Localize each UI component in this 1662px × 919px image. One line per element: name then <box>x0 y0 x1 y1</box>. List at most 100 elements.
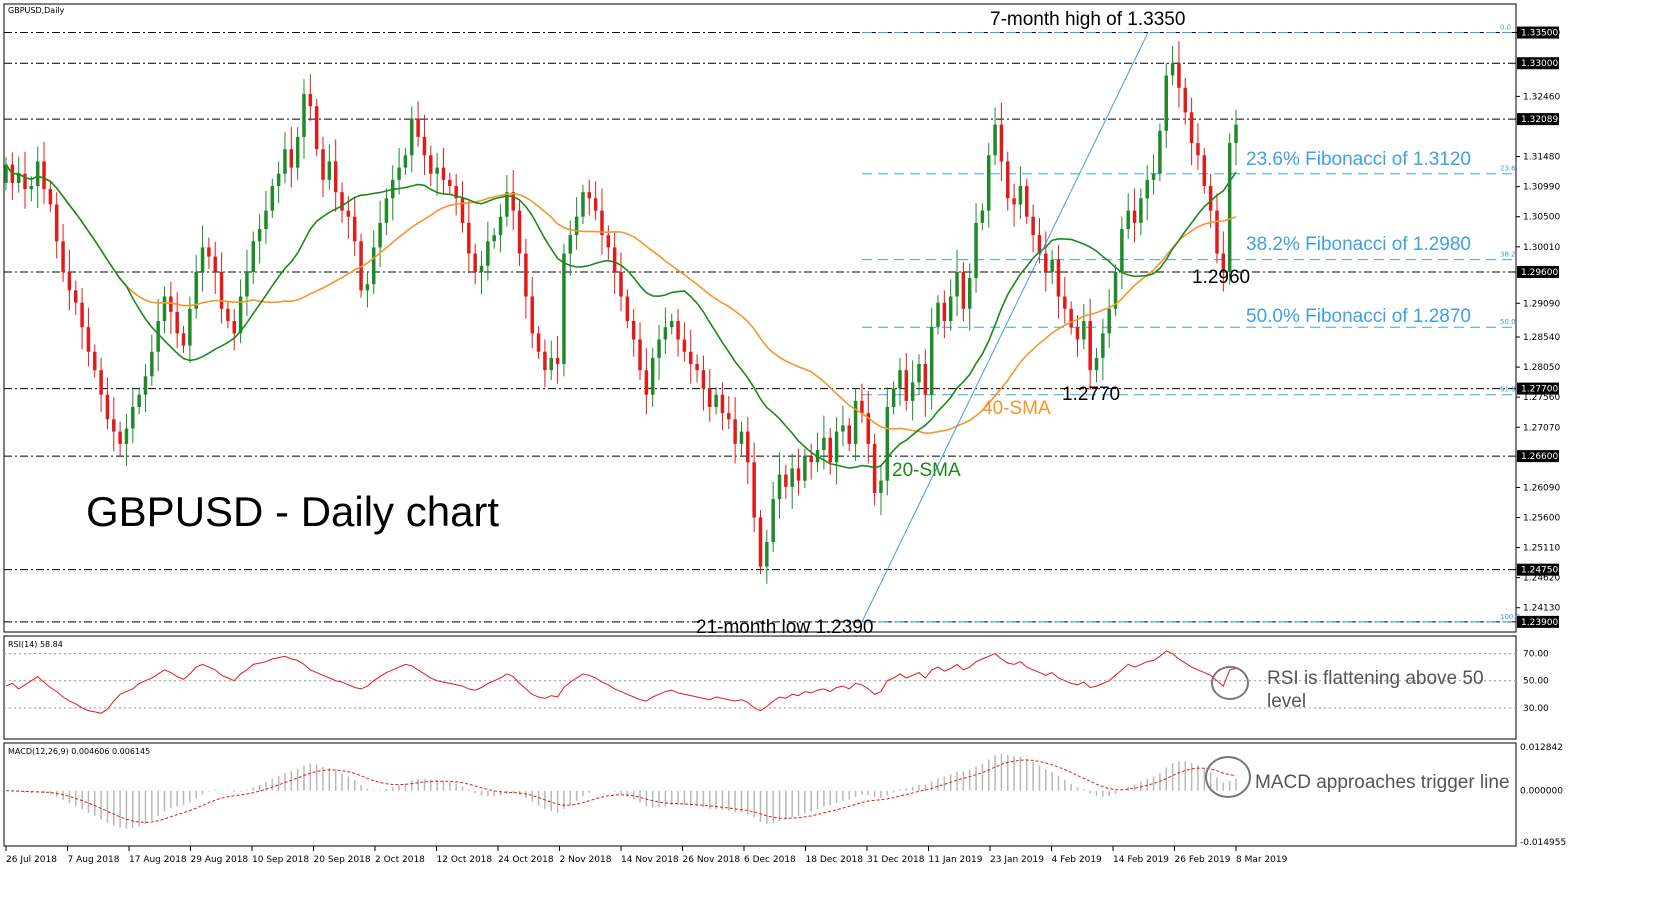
candle-body <box>581 192 585 217</box>
date-tick-label: 26 Feb 2019 <box>1175 855 1231 865</box>
candle-body <box>663 327 668 340</box>
candle-body <box>866 413 871 444</box>
candle-body <box>207 247 211 257</box>
macd-highlight-circle <box>1205 756 1251 798</box>
candle-body <box>1107 308 1111 334</box>
candle-body <box>460 198 465 223</box>
price-level-tag <box>1517 382 1559 395</box>
candle-body <box>213 256 217 272</box>
candle-body <box>612 247 617 272</box>
candle-body <box>536 333 541 352</box>
candle-body <box>473 253 477 272</box>
candle-body <box>4 164 8 183</box>
candle-body <box>1050 259 1054 272</box>
rsi-annotation-line1: RSI is flattening above 50 <box>1267 668 1484 689</box>
price-tick-label: 1.30500 <box>1523 213 1560 223</box>
candle-body <box>847 425 851 444</box>
candle-body <box>669 321 674 328</box>
candle-body <box>993 124 997 156</box>
candle-body <box>99 370 103 395</box>
candle-body <box>1088 321 1092 371</box>
candle-body <box>1158 130 1162 174</box>
candle-body <box>739 431 744 444</box>
candle-body <box>631 321 636 340</box>
rsi-tick-label: 30.00 <box>1523 704 1549 714</box>
candle-body <box>435 167 439 174</box>
candle-body <box>708 388 712 408</box>
date-tick-label: 26 Jul 2018 <box>6 855 57 865</box>
price-level-tag <box>1517 265 1559 278</box>
price-tick-label: 1.25600 <box>1523 514 1560 524</box>
candle-body <box>1082 321 1086 340</box>
candle-body <box>1234 124 1238 144</box>
candle-body <box>879 480 883 493</box>
candle-body <box>1189 112 1194 144</box>
price-level-tag-text: 1.27700 <box>1521 385 1558 395</box>
candle-body <box>378 222 382 248</box>
fibonacci-lines: 0.0 23.6 38.2 50.0 61.8 100.0 <box>862 24 1520 623</box>
candle-body <box>429 155 433 174</box>
fib-label-38-2: 38.2% Fibonacci of 1.2980 <box>1246 234 1471 255</box>
candle-body <box>333 161 338 193</box>
annotation-low: 21-month low 1.2390 <box>696 617 873 638</box>
candle-body <box>688 351 693 365</box>
candle-body <box>1145 179 1149 199</box>
candle-body <box>232 321 236 334</box>
candle-body <box>23 173 27 190</box>
rsi-line <box>5 650 1237 714</box>
candle-body <box>42 161 46 190</box>
fib-level-label: 100.0 <box>1500 613 1520 621</box>
candle-body <box>765 542 769 567</box>
date-tick-label: 10 Sep 2018 <box>252 855 309 865</box>
candle-body <box>238 296 243 334</box>
candle-body <box>727 413 731 420</box>
candle-body <box>276 173 281 187</box>
candle-body <box>803 456 807 481</box>
candle-body <box>511 192 515 211</box>
price-level-tag <box>1517 57 1559 70</box>
rsi-label: RSI(14) 58.84 <box>8 640 63 649</box>
price-tick-label: 1.24620 <box>1523 574 1560 584</box>
candle-body <box>606 235 611 248</box>
date-tick-label: 8 Mar 2019 <box>1236 855 1288 865</box>
candle-body <box>308 93 313 107</box>
candle-body <box>650 357 655 395</box>
date-tick-label: 2 Nov 2018 <box>560 855 612 865</box>
rsi-tick-label: 70.00 <box>1523 650 1549 660</box>
candle-body <box>644 370 649 395</box>
candle-body <box>593 198 598 211</box>
candle-body <box>619 271 623 297</box>
date-tick-label: 26 Nov 2018 <box>683 855 741 865</box>
candle-body <box>270 186 275 211</box>
candle-body <box>283 149 287 174</box>
candle-body <box>1069 308 1073 328</box>
candle-body <box>467 222 471 254</box>
date-tick-label: 20 Sep 2018 <box>314 855 371 865</box>
date-tick-label: 17 Aug 2018 <box>129 855 187 865</box>
macd-tick-label: 0.012842 <box>1520 743 1563 753</box>
candle-body <box>720 394 725 414</box>
candle-body <box>352 216 357 242</box>
candle-body <box>942 302 947 322</box>
candle-body <box>1113 271 1118 309</box>
candle-body <box>188 308 192 346</box>
candle-body <box>162 296 167 322</box>
rsi-indicator: 70.00 50.00 30.00 <box>4 650 1549 714</box>
candle-body <box>891 388 896 408</box>
candle-body <box>999 124 1004 162</box>
price-tick-label: 1.28050 <box>1523 363 1560 373</box>
candle-body <box>486 241 490 266</box>
candle-body <box>1139 198 1143 223</box>
candle-body <box>105 394 110 420</box>
date-tick-label: 11 Jan 2019 <box>929 855 983 865</box>
date-tick-label: 29 Aug 2018 <box>191 855 249 865</box>
candle-body <box>1208 186 1213 211</box>
fib-level-label: 23.6 <box>1500 165 1516 173</box>
candle-body <box>384 198 389 223</box>
candle-body <box>904 370 909 401</box>
candle-body <box>156 321 160 352</box>
sma-20-line <box>5 164 1237 469</box>
rsi-tick-label: 50.00 <box>1523 677 1549 687</box>
candle-body <box>410 118 414 156</box>
